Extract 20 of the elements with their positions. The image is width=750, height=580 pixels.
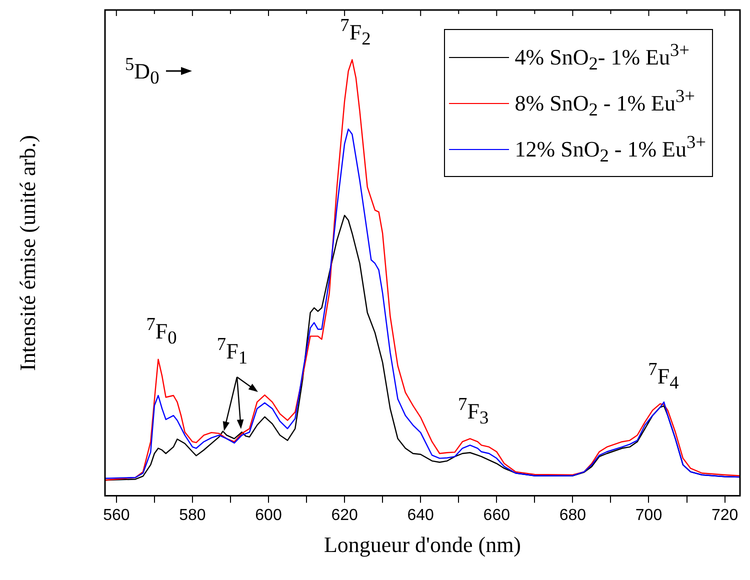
annotation: $^{7}$F$_{4}$ (648, 358, 679, 394)
x-tick-label: 620 (331, 506, 358, 524)
legend-label: 4% SnO$_{2}$- 1% Eu$^{3+}$ (514, 40, 690, 74)
x-axis-title: Longueur d'onde (nm) (322, 532, 522, 558)
x-tick-label: 580 (179, 506, 206, 524)
annotation: $^{7}$F$_{3}$ (458, 392, 489, 430)
annotation: $^{5}$D$_{0}$ (125, 54, 160, 89)
legend-label: 12% SnO$_{2}$ - 1% Eu$^{3+}$ (514, 132, 706, 166)
x-tick-label: 640 (407, 506, 434, 524)
y-axis-title: Intensité émise (unité arb.) (15, 134, 41, 371)
x-tick-label: 660 (483, 506, 510, 524)
annotation: $^{7}$F$_{0}$ (146, 313, 177, 350)
x-tick-label: 720 (711, 506, 738, 524)
x-tick-label: 700 (635, 506, 662, 524)
x-tick-label: 560 (103, 506, 130, 524)
annotation: $^{7}$F$_{1}$ (216, 333, 248, 370)
annotation: $^{7}$F$_{2}$ (340, 14, 371, 50)
legend-label: 8% SnO$_{2}$ - 1% Eu$^{3+}$ (514, 86, 695, 120)
x-tick-label: 680 (559, 506, 586, 524)
x-tick-label: 600 (255, 506, 282, 524)
